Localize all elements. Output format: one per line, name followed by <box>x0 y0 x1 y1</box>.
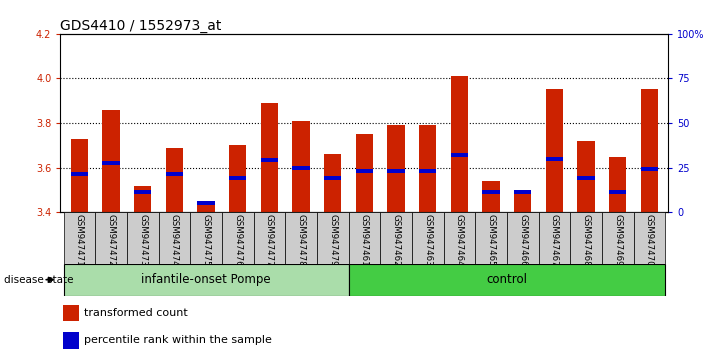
Text: GSM947465: GSM947465 <box>486 214 496 267</box>
Bar <box>475 212 507 264</box>
Bar <box>166 172 183 176</box>
Text: percentile rank within the sample: percentile rank within the sample <box>83 335 272 345</box>
Bar <box>63 212 95 264</box>
Bar <box>95 212 127 264</box>
Text: GSM947463: GSM947463 <box>423 214 432 267</box>
Bar <box>641 167 658 171</box>
Text: GSM947461: GSM947461 <box>360 214 369 267</box>
Bar <box>348 212 380 264</box>
Text: GDS4410 / 1552973_at: GDS4410 / 1552973_at <box>60 19 222 33</box>
Bar <box>285 212 317 264</box>
Bar <box>159 212 191 264</box>
Bar <box>602 212 634 264</box>
Bar <box>545 157 563 161</box>
Bar <box>324 176 341 180</box>
Text: GSM947462: GSM947462 <box>392 214 400 267</box>
Bar <box>387 125 405 212</box>
Text: transformed count: transformed count <box>83 308 187 318</box>
Bar <box>507 212 538 264</box>
Bar <box>261 103 278 212</box>
Bar <box>444 212 475 264</box>
Bar <box>634 212 665 264</box>
Bar <box>134 190 151 194</box>
Bar <box>222 212 254 264</box>
Bar <box>63 264 348 296</box>
Bar <box>380 212 412 264</box>
Text: GSM947476: GSM947476 <box>233 214 242 267</box>
Bar <box>63 304 79 321</box>
Text: GSM947466: GSM947466 <box>518 214 527 267</box>
Text: GSM947478: GSM947478 <box>296 214 306 267</box>
Bar <box>451 76 468 212</box>
Bar <box>229 176 247 180</box>
Bar <box>514 190 531 194</box>
Bar <box>577 176 594 180</box>
Bar <box>609 156 626 212</box>
Bar <box>292 121 310 212</box>
Bar <box>419 125 437 212</box>
Text: disease state: disease state <box>4 275 73 285</box>
Text: GSM947473: GSM947473 <box>138 214 147 267</box>
Bar <box>261 158 278 162</box>
Text: control: control <box>486 273 528 286</box>
Bar <box>63 332 79 348</box>
Bar <box>229 145 247 212</box>
Bar <box>356 134 373 212</box>
Bar <box>482 190 500 194</box>
Bar <box>356 169 373 173</box>
Bar <box>292 166 310 170</box>
Bar <box>102 161 119 165</box>
Text: GSM947479: GSM947479 <box>328 214 337 267</box>
Bar <box>412 212 444 264</box>
Bar <box>482 181 500 212</box>
Bar <box>324 154 341 212</box>
Bar <box>198 201 215 205</box>
Bar <box>577 141 594 212</box>
Bar <box>198 204 215 212</box>
Bar <box>102 110 119 212</box>
Text: GSM947471: GSM947471 <box>75 214 84 267</box>
Bar <box>451 153 468 158</box>
Text: GSM947475: GSM947475 <box>202 214 210 267</box>
Bar <box>317 212 348 264</box>
Bar <box>570 212 602 264</box>
Bar <box>387 169 405 173</box>
Bar <box>134 185 151 212</box>
Bar <box>609 190 626 194</box>
Bar <box>70 172 88 176</box>
Bar <box>641 90 658 212</box>
Bar <box>166 148 183 212</box>
Text: infantile-onset Pompe: infantile-onset Pompe <box>141 273 271 286</box>
Text: GSM947469: GSM947469 <box>613 214 622 267</box>
Text: GSM947468: GSM947468 <box>582 214 591 267</box>
Text: GSM947474: GSM947474 <box>170 214 179 267</box>
Bar <box>419 169 437 173</box>
Text: GSM947464: GSM947464 <box>455 214 464 267</box>
Text: GSM947470: GSM947470 <box>645 214 654 267</box>
Bar <box>538 212 570 264</box>
Text: GSM947472: GSM947472 <box>107 214 116 267</box>
Bar <box>191 212 222 264</box>
Bar <box>514 192 531 212</box>
Text: GSM947477: GSM947477 <box>265 214 274 267</box>
Text: GSM947467: GSM947467 <box>550 214 559 267</box>
Bar <box>348 264 665 296</box>
Bar <box>70 139 88 212</box>
Bar <box>254 212 285 264</box>
Bar <box>545 90 563 212</box>
Bar <box>127 212 159 264</box>
